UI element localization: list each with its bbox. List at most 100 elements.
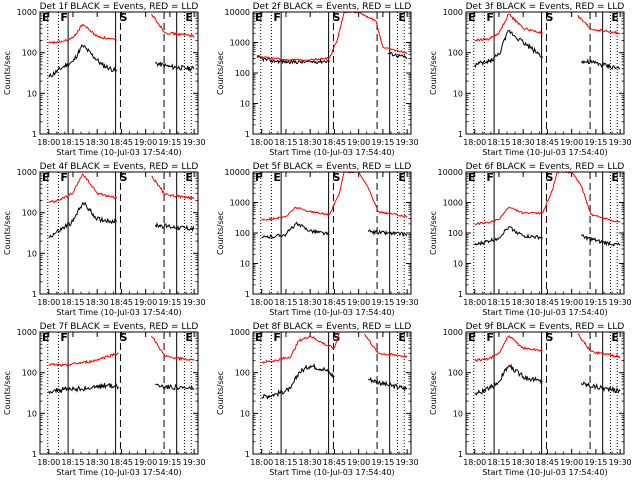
marker-label: F	[486, 171, 494, 184]
event-markers	[47, 332, 192, 454]
event-markers	[47, 12, 192, 134]
x-tick-label: 18:15	[61, 138, 84, 147]
series-line-events	[474, 226, 621, 247]
series-line-events	[48, 201, 195, 238]
marker-label: F	[60, 11, 68, 24]
chart-det-7: Det 7f BLACK = Events, RED = LLD Counts/s…	[3, 322, 206, 477]
x-tick-label: 18:15	[487, 298, 510, 307]
marker-label: F	[60, 171, 68, 184]
marker-label: F	[60, 331, 68, 344]
marker-label: E	[398, 11, 406, 24]
y-tick-label: 10000	[225, 168, 250, 177]
y-tick-label: 100	[235, 369, 250, 378]
marker-label: F	[255, 171, 263, 184]
x-axis-label: Start Time (10-Jul-03 17:54:40)	[269, 468, 394, 477]
series-line-events	[261, 363, 408, 400]
marker-label: S	[119, 11, 127, 24]
marker-label: E	[42, 171, 50, 184]
x-tick-label: 18:00	[250, 138, 273, 147]
y-tick-label: 1	[245, 290, 250, 299]
x-tick-label: 18:30	[86, 298, 109, 307]
x-tick-label: 18:15	[487, 138, 510, 147]
x-tick-label: 18:30	[512, 458, 535, 467]
marker-label: E	[185, 331, 193, 344]
marker-label: F	[486, 11, 494, 24]
plot-frame	[465, 331, 625, 455]
x-tick-label: 18:00	[250, 458, 273, 467]
chart-det-9: Det 9f BLACK = Events, RED = LLD Counts/s…	[429, 322, 632, 477]
y-tick-label: 10000	[438, 168, 463, 177]
x-tick-label: 19:15	[584, 138, 607, 147]
y-axis-label: Counts/sec	[3, 51, 12, 95]
y-tick-label: 100	[22, 209, 37, 218]
x-tick-label: 19:00	[560, 138, 583, 147]
marker-label: S	[332, 331, 340, 344]
marker-label: E	[185, 11, 193, 24]
series-line-lld	[474, 13, 621, 42]
x-tick-label: 18:30	[86, 138, 109, 147]
y-tick-label: 100	[235, 69, 250, 78]
x-tick-label: 18:15	[274, 138, 297, 147]
marker-label: E	[611, 11, 619, 24]
x-axis-label: Start Time (10-Jul-03 17:54:40)	[482, 468, 607, 477]
y-tick-label: 1	[458, 450, 463, 459]
x-tick-label: 19:00	[560, 298, 583, 307]
x-axis-label: Start Time (10-Jul-03 17:54:40)	[56, 468, 181, 477]
y-tick-label: 1000	[230, 39, 250, 48]
x-tick-label: 18:30	[512, 298, 535, 307]
y-tick-label: 10	[240, 100, 250, 109]
y-tick-label: 10	[453, 89, 463, 98]
marker-label: F	[486, 331, 494, 344]
x-tick-label: 19:30	[396, 298, 419, 307]
y-tick-label: 100	[448, 49, 463, 58]
x-tick-label: 19:00	[347, 298, 370, 307]
series-line-lld	[261, 332, 408, 364]
y-tick-label: 100	[22, 369, 37, 378]
plot-frame	[252, 171, 412, 295]
event-markers	[47, 172, 192, 294]
series-line-lld	[48, 335, 195, 367]
marker-label: S	[545, 331, 553, 344]
y-tick-label: 1	[245, 130, 250, 139]
marker-label: E	[398, 171, 406, 184]
x-tick-label: 18:00	[463, 138, 486, 147]
x-tick-label: 18:30	[299, 458, 322, 467]
x-tick-label: 18:30	[512, 138, 535, 147]
y-tick-label: 1	[245, 450, 250, 459]
marker-label: E	[255, 11, 263, 24]
event-markers	[473, 12, 618, 134]
marker-label: S	[119, 171, 127, 184]
y-tick-label: 1	[32, 130, 37, 139]
plot-frame	[252, 331, 412, 455]
y-axis-label: Counts/sec	[216, 211, 225, 255]
y-tick-label: 1	[32, 450, 37, 459]
x-axis-label: Start Time (10-Jul-03 17:54:40)	[56, 148, 181, 157]
chart-det-5: Det 5f BLACK = Events, RED = LLD Counts/s…	[216, 162, 419, 317]
chart-title: Det 4f BLACK = Events, RED = LLD	[40, 162, 199, 172]
marker-label: S	[332, 11, 340, 24]
y-tick-label: 1000	[443, 328, 463, 337]
marker-label: S	[545, 171, 553, 184]
x-tick-label: 18:00	[37, 138, 60, 147]
x-tick-label: 18:45	[536, 298, 559, 307]
y-axis-label: Counts/sec	[429, 211, 438, 255]
chart-det-2: Det 2f BLACK = Events, RED = LLD Counts/s…	[216, 2, 419, 157]
series-line-events	[474, 363, 621, 396]
event-markers	[473, 172, 618, 294]
marker-label: E	[255, 331, 263, 344]
plot-frame	[39, 11, 199, 135]
x-tick-label: 19:15	[584, 458, 607, 467]
marker-label: E	[468, 11, 476, 24]
y-tick-label: 10000	[225, 8, 250, 17]
y-tick-label: 1000	[17, 8, 37, 17]
y-axis-label: Counts/sec	[216, 51, 225, 95]
x-tick-label: 19:15	[158, 298, 181, 307]
x-tick-label: 18:45	[323, 138, 346, 147]
marker-label: F	[273, 11, 281, 24]
x-tick-label: 18:45	[110, 458, 133, 467]
plot-frame	[465, 171, 625, 295]
y-tick-label: 10	[453, 409, 463, 418]
x-tick-label: 19:30	[396, 138, 419, 147]
chart-title: Det 2f BLACK = Events, RED = LLD	[253, 2, 412, 12]
x-tick-label: 18:15	[274, 458, 297, 467]
